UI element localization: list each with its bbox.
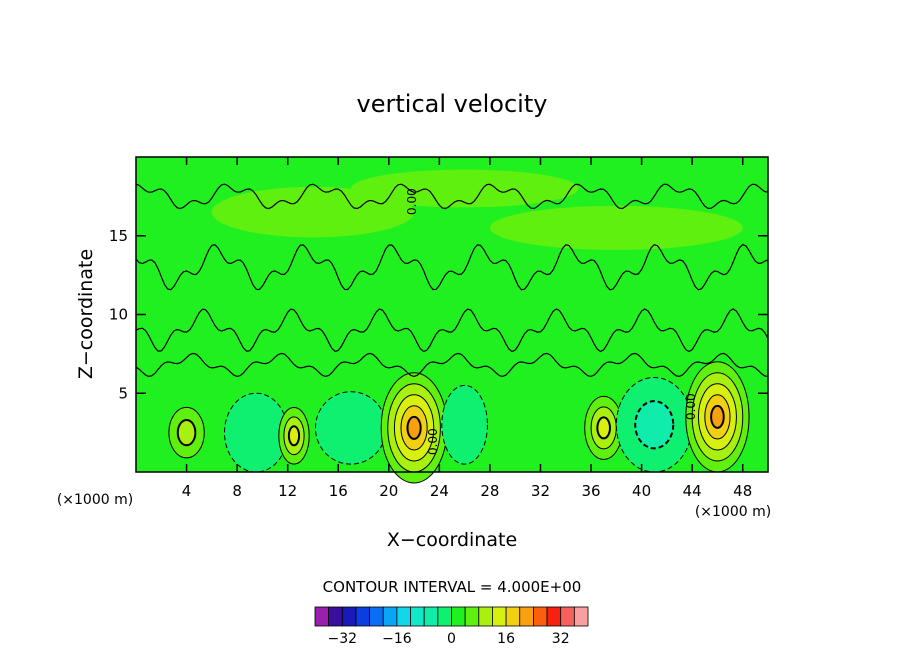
contour-label: 0.00 (426, 428, 440, 455)
colorbar-swatch (478, 606, 493, 627)
colorbar-swatch (560, 606, 575, 627)
contour-cell (634, 400, 675, 450)
colorbar-swatch (369, 606, 384, 627)
x-tick-label: 20 (379, 482, 398, 500)
colorbar-swatch (382, 606, 398, 627)
x-tick-label: 24 (430, 482, 449, 500)
contour-label: 0.00 (405, 188, 419, 215)
x-axis-label: X−coordinate (387, 529, 517, 551)
contour-cell (287, 425, 301, 447)
x-tick-label: 32 (531, 482, 550, 500)
colorbar-swatch (492, 606, 507, 627)
contour-label-layer: 0.00 0.00 0.00 (405, 188, 698, 455)
x-tick-label: 8 (232, 482, 242, 500)
contour-line (135, 183, 769, 210)
colorbar-swatch (437, 606, 452, 627)
colorbar-tick-label: −16 (382, 631, 412, 647)
y-tick-label: 10 (109, 306, 128, 324)
contour-cell (314, 391, 387, 465)
colorbar-swatch (464, 606, 480, 627)
colorbar-swatch (314, 606, 330, 627)
contour-cell (596, 416, 611, 440)
colorbar-tick-label: 32 (552, 631, 570, 647)
colorbar-swatch (328, 606, 343, 627)
y-axis-label: Z−coordinate (75, 249, 97, 379)
x-tick-label: 36 (581, 482, 600, 500)
colorbar-swatch (451, 606, 466, 627)
y-axis: 5 10 15 (109, 227, 768, 402)
x-tick-label: 40 (632, 482, 651, 500)
x-unit-left: (×1000 m) (57, 492, 133, 508)
contour-cell (441, 384, 488, 465)
colorbar-swatch (505, 606, 521, 627)
contour-line (135, 308, 769, 353)
colorbar-tick-label: 16 (497, 631, 515, 647)
contour-line (135, 243, 769, 291)
x-tick-label: 28 (480, 482, 499, 500)
x-unit-right: (×1000 m) (695, 504, 771, 520)
x-tick-label: 16 (329, 482, 348, 500)
contour-label: 0.00 (684, 393, 698, 420)
x-axis: 4 8 12 16 20 24 28 32 36 40 44 48 (182, 157, 752, 500)
contour-fill-layer (168, 169, 750, 484)
x-tick-label: 48 (733, 482, 752, 500)
colorbar-swatch (573, 606, 589, 627)
colorbar-swatch (341, 606, 357, 627)
colorbar-tick-label: 0 (447, 631, 456, 647)
plot-area: 0.00 0.00 0.00 (135, 156, 769, 484)
contour-interval-text: CONTOUR INTERVAL = 4.000E+00 (323, 578, 582, 596)
contour-region (211, 186, 415, 238)
contour-region (350, 169, 579, 208)
colorbar-swatch (423, 606, 439, 627)
chart-title: vertical velocity (357, 90, 548, 118)
x-tick-label: 12 (278, 482, 297, 500)
x-tick-label: 4 (182, 482, 192, 500)
contour-line (135, 352, 769, 378)
colorbar-tick-label: −32 (328, 631, 358, 647)
colorbar-swatch (410, 606, 425, 627)
contour-region (489, 205, 743, 250)
contour-cell (176, 419, 197, 447)
y-tick-label: 5 (118, 384, 128, 402)
contour-cell (406, 415, 422, 440)
x-tick-label: 44 (683, 482, 702, 500)
contour-cell (710, 404, 725, 429)
y-tick-label: 15 (109, 227, 128, 245)
colorbar-swatch (396, 606, 411, 627)
colorbar-swatch (533, 606, 548, 627)
colorbar-swatch (546, 606, 562, 627)
colorbar: −32 −16 0 16 32 (314, 606, 589, 647)
contour-line-layer (135, 183, 769, 378)
contour-cell (223, 392, 289, 473)
colorbar-swatch (519, 606, 534, 627)
colorbar-swatch (355, 606, 371, 627)
